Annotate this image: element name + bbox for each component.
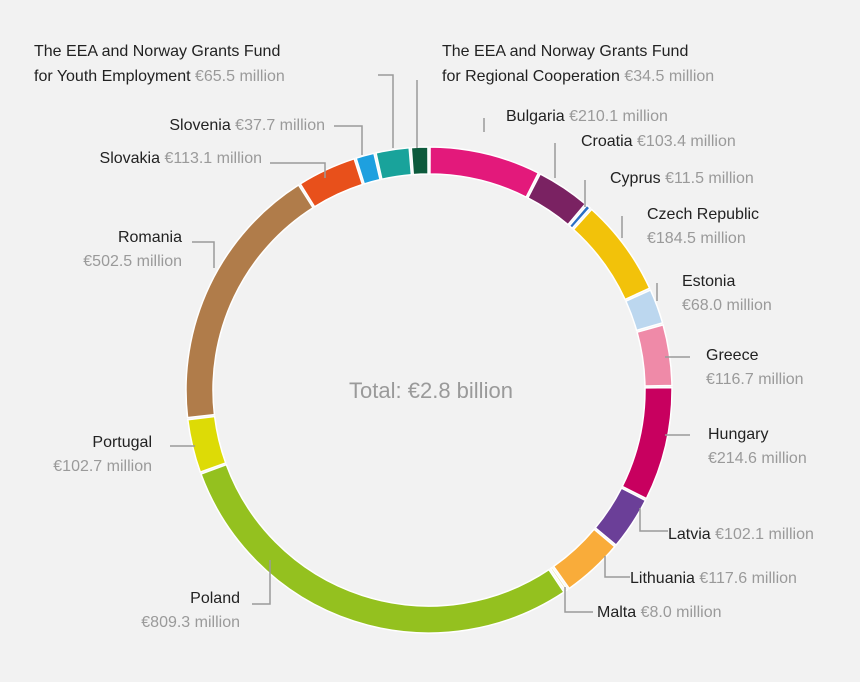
slice-malta xyxy=(549,566,569,592)
label-name-regional-cooperation-line2: for Regional Cooperation €34.5 million xyxy=(442,68,714,85)
label-name-slovakia: Slovakia xyxy=(100,150,165,167)
label-croatia: Croatia €103.4 million xyxy=(581,133,736,150)
label-value-romania: €502.5 million xyxy=(83,253,182,270)
label-value-bulgaria: €210.1 million xyxy=(569,108,668,125)
slice-estonia xyxy=(624,289,664,332)
slice-cyprus xyxy=(568,204,592,230)
slice-czech-republic xyxy=(572,208,651,301)
slice-romania xyxy=(185,183,315,419)
slice-slovenia xyxy=(355,152,381,185)
label-name-lithuania: Lithuania xyxy=(630,570,699,587)
label-value-cyprus: €11.5 million xyxy=(665,170,754,187)
label-value-slovakia: €113.1 million xyxy=(164,150,262,167)
label-name-greece: Greece xyxy=(706,347,759,364)
label-czech-republic: Czech Republic €184.5 million xyxy=(647,206,759,247)
leader-line-romania xyxy=(192,241,215,268)
label-value-portugal: €102.7 million xyxy=(53,458,152,475)
label-regional-cooperation: The EEA and Norway Grants Fund for Region… xyxy=(442,43,714,85)
label-name-regional-cooperation-line1: The EEA and Norway Grants Fund xyxy=(442,43,688,60)
label-name-czech-republic: Czech Republic xyxy=(647,206,759,223)
label-text-malta: Malta €8.0 million xyxy=(597,604,722,621)
center-total-label: Total: €2.8 billion xyxy=(349,378,513,403)
label-value-lithuania: €117.6 million xyxy=(699,570,797,587)
label-slovenia: Slovenia €37.7 million xyxy=(169,117,325,134)
label-text-bulgaria: Bulgaria €210.1 million xyxy=(506,108,668,125)
label-name-youth-employment-line2: for Youth Employment €65.5 million xyxy=(34,68,285,85)
leader-line-latvia xyxy=(639,508,668,532)
label-value-estonia: €68.0 million xyxy=(682,297,772,314)
label-name-malta: Malta xyxy=(597,604,641,621)
label-hungary: Hungary €214.6 million xyxy=(708,426,807,467)
label-value-greece: €116.7 million xyxy=(706,371,804,388)
label-text-lithuania: Lithuania €117.6 million xyxy=(630,570,797,587)
slice-regional-cooperation xyxy=(410,146,429,176)
label-name-hungary: Hungary xyxy=(708,426,768,443)
label-malta: Malta €8.0 million xyxy=(597,604,722,621)
label-portugal: Portugal €102.7 million xyxy=(53,434,152,475)
label-value-youth-employment: €65.5 million xyxy=(195,68,285,85)
leader-lines xyxy=(170,74,690,613)
slice-slovakia xyxy=(299,157,364,208)
label-romania: Romania €502.5 million xyxy=(83,229,182,270)
label-value-poland: €809.3 million xyxy=(141,614,240,631)
label-name-slovenia: Slovenia xyxy=(169,117,235,134)
slice-croatia xyxy=(526,172,587,226)
leader-line-slovenia xyxy=(334,125,363,155)
label-value-czech-republic: €184.5 million xyxy=(647,230,746,247)
label-name-portugal: Portugal xyxy=(92,434,152,451)
slice-latvia xyxy=(594,487,647,547)
slice-hungary xyxy=(621,386,673,500)
label-youth-employment: The EEA and Norway Grants Fund for Youth … xyxy=(34,43,285,85)
label-name-youth-employment-line1: The EEA and Norway Grants Fund xyxy=(34,43,280,60)
leader-line-poland xyxy=(252,560,271,605)
label-cyprus: Cyprus €11.5 million xyxy=(610,170,754,187)
label-text-latvia: Latvia €102.1 million xyxy=(668,526,814,543)
label-text-croatia: Croatia €103.4 million xyxy=(581,133,736,150)
slice-lithuania xyxy=(552,528,616,590)
label-name-romania: Romania xyxy=(118,229,182,246)
label-value-slovenia: €37.7 million xyxy=(235,117,325,134)
label-value-regional-cooperation: €34.5 million xyxy=(624,68,714,85)
label-name-poland: Poland xyxy=(190,590,240,607)
label-text-slovakia: Slovakia €113.1 million xyxy=(100,150,262,167)
label-value-croatia: €103.4 million xyxy=(637,133,736,150)
slice-greece xyxy=(636,323,673,387)
leader-line-slovakia xyxy=(270,162,326,178)
label-text-slovenia: Slovenia €37.7 million xyxy=(169,117,325,134)
label-latvia: Latvia €102.1 million xyxy=(668,526,814,543)
label-poland: Poland €809.3 million xyxy=(141,590,240,631)
leader-line-malta xyxy=(564,587,593,613)
label-slovakia: Slovakia €113.1 million xyxy=(100,150,262,167)
slice-labels: Bulgaria €210.1 million Croatia €103.4 mi… xyxy=(34,43,814,631)
label-name-cyprus: Cyprus xyxy=(610,170,665,187)
label-value-malta: €8.0 million xyxy=(641,604,722,621)
label-greece: Greece €116.7 million xyxy=(706,347,804,388)
slice-bulgaria xyxy=(429,146,540,199)
leader-line-youth-employment xyxy=(378,74,394,148)
label-value-hungary: €214.6 million xyxy=(708,450,807,467)
label-text-cyprus: Cyprus €11.5 million xyxy=(610,170,754,187)
label-name-latvia: Latvia xyxy=(668,526,715,543)
label-bulgaria: Bulgaria €210.1 million xyxy=(506,108,668,125)
label-estonia: Estonia €68.0 million xyxy=(682,273,772,314)
label-value-latvia: €102.1 million xyxy=(715,526,814,543)
slice-youth-employment xyxy=(375,147,413,181)
slice-portugal xyxy=(186,415,227,474)
label-name-bulgaria: Bulgaria xyxy=(506,108,569,125)
slice-poland xyxy=(200,463,565,634)
label-name-estonia: Estonia xyxy=(682,273,735,290)
donut-slices xyxy=(185,146,673,634)
label-lithuania: Lithuania €117.6 million xyxy=(630,570,797,587)
label-name-croatia: Croatia xyxy=(581,133,637,150)
leader-line-lithuania xyxy=(604,556,630,578)
